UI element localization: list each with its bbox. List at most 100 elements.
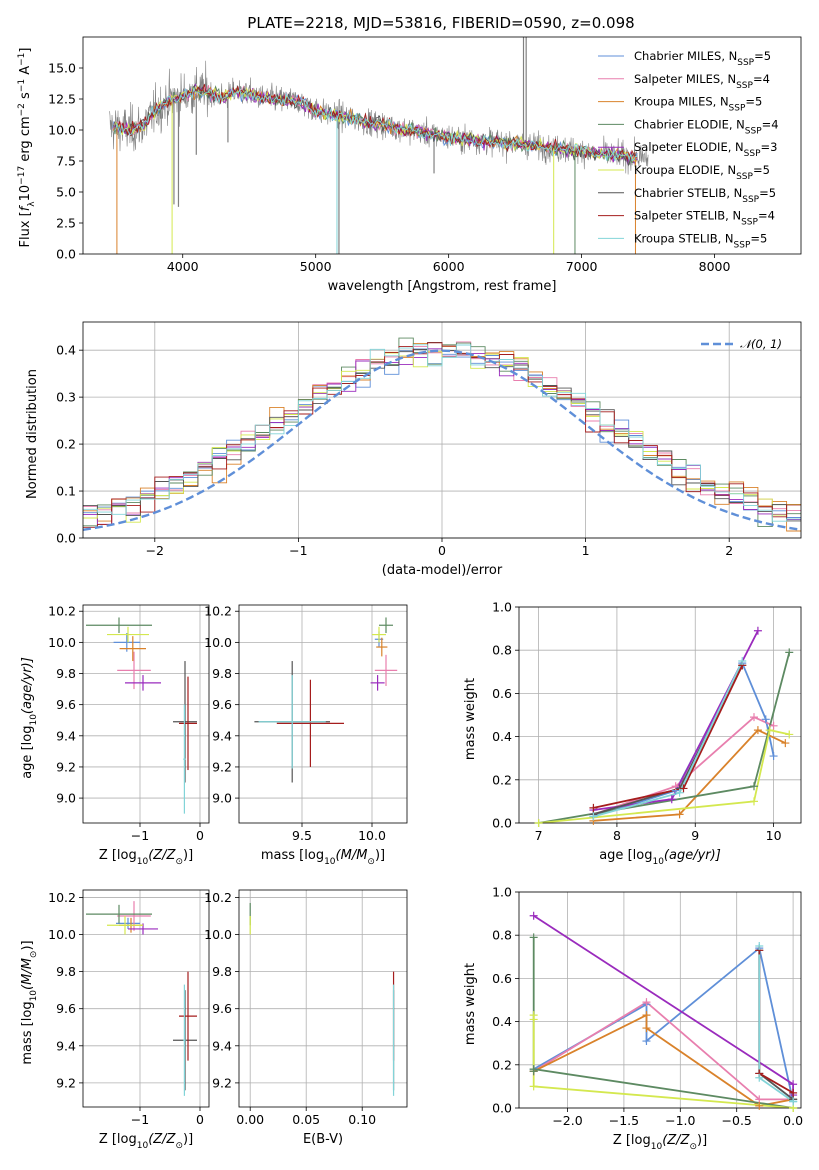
legend-entry-kroupa_miles: Kroupa MILES, NSSP=5 bbox=[634, 95, 762, 114]
spectrum-frame bbox=[82, 36, 802, 255]
weight-marker-salpeter_elodie bbox=[789, 1080, 798, 1089]
weight_vs_z-xtick-label: −2.0 bbox=[552, 1113, 582, 1128]
age_vs_mass-xlabel-part: )] bbox=[375, 848, 385, 863]
weight-line-kroupa_miles bbox=[593, 729, 786, 822]
mass_vs_z-ytick-label: 9.2 bbox=[56, 1075, 76, 1090]
residuals-ytick-label: 0.0 bbox=[56, 531, 76, 546]
weight_vs_age-ytick-label: 1.0 bbox=[492, 600, 512, 615]
age_vs_z-axes: −1 09.09.29.49.69.810.010.2Z [log10(Z/Z⊙)… bbox=[20, 604, 210, 867]
legend-entry-normal: 𝒩(0, 1) bbox=[740, 337, 782, 351]
spectrum-ytick-label: 5.0 bbox=[56, 185, 76, 200]
weight_vs_z-ytick-label: 1.0 bbox=[492, 885, 512, 900]
mass_vs_z-ylabel-part: ⊙ bbox=[29, 951, 39, 959]
mass_vs_z-xtick-label: 0 bbox=[196, 1112, 204, 1127]
weight-marker-kroupa_miles bbox=[753, 726, 762, 735]
spectrum-ylabel-part: ] bbox=[18, 48, 33, 53]
weight_vs_age-frame bbox=[518, 606, 802, 824]
weight_vs_age-xtick-label: 9 bbox=[691, 828, 699, 843]
mass_vs_z-ylabel-part: 10 bbox=[29, 990, 39, 1002]
legend-entry-chabrier_stelib-part: SSP bbox=[742, 195, 759, 205]
spectrum-ylabel-part: s bbox=[18, 92, 33, 103]
mass_vs_z-plot-area bbox=[86, 901, 197, 1096]
mass_vs_ebv-xlabel: E(B-V) bbox=[303, 1132, 343, 1147]
spectrum-plot-area bbox=[109, 37, 649, 254]
histogram-salpeter_stelib bbox=[83, 342, 801, 528]
residuals-axes: −2 −1 0 1 2 0.0 0.1 0.2 0.3 0.4 𝒩(0, 1) (data-model… bbox=[25, 321, 802, 578]
residuals-xtick-label: 1 bbox=[582, 543, 590, 558]
age_vs_z-xtick-label: 0 bbox=[196, 828, 204, 843]
weight-marker-kroupa_stelib bbox=[789, 1097, 798, 1106]
weight-marker-kroupa_stelib bbox=[589, 812, 598, 821]
mass_vs_z-ytick-label: 9.4 bbox=[56, 1038, 76, 1053]
legend-entry-chabrier_miles-part: Chabrier MILES, N bbox=[634, 49, 737, 63]
spectrum-xlabel: wavelength [Angstrom, rest frame] bbox=[328, 279, 557, 294]
weight-marker-kroupa_miles bbox=[642, 1024, 651, 1033]
age_vs_z-xlabel-part: (Z/Z bbox=[148, 848, 176, 863]
weight-marker-kroupa_elodie bbox=[534, 819, 543, 827]
weight_vs_age-plot-area bbox=[538, 630, 791, 823]
weight_vs_age-xlabel-part: (age/yr)] bbox=[664, 848, 721, 863]
spectrum-ytick-label: 12.5 bbox=[48, 92, 76, 107]
legend-entry-salpeter_miles-part: Salpeter MILES, N bbox=[634, 72, 736, 86]
legend-entry-salpeter_elodie-part: Salpeter ELODIE, N bbox=[634, 140, 744, 154]
legend-entry-chabrier_elodie-part: =4 bbox=[762, 117, 779, 131]
weight-line-chabrier_elodie bbox=[532, 937, 794, 1108]
spectrum-ytick-label: 10.0 bbox=[48, 123, 76, 138]
residuals-ytick-label: 0.2 bbox=[56, 437, 76, 452]
mass_vs_ebv-axes: 0.00 0.05 0.10 9.2 9.4 9.6 9.8 10.0 10.2 E(B-V) bbox=[204, 889, 408, 1147]
weight_vs_z-ytick-label: 0.0 bbox=[492, 1101, 512, 1116]
weight-marker-salpeter_stelib bbox=[789, 1088, 798, 1097]
mass_vs_z-ytick-label: 9.6 bbox=[56, 1001, 76, 1016]
legend-entry-chabrier_stelib-part: =5 bbox=[759, 186, 776, 200]
weight_vs_age-xtick-label: 10 bbox=[766, 828, 782, 843]
weight_vs_age-ytick-label: 0.2 bbox=[492, 772, 512, 787]
panels-layer: 4000 5000 6000 7000 80000.02.55.07.510.012.5… bbox=[17, 36, 803, 1152]
weight_vs_z-ytick-label: 0.2 bbox=[492, 1057, 512, 1072]
mass_vs_ebv-ytick-label: 9.2 bbox=[212, 1075, 232, 1090]
spectrum-xtick-label: 6000 bbox=[433, 259, 465, 274]
spectrum-ylabel-part: erg cm bbox=[18, 116, 33, 165]
legend-entry-salpeter_stelib-part: SSP bbox=[741, 218, 758, 228]
spectrum-ylabel-part: λ bbox=[27, 201, 37, 207]
weight-marker-chabrier_miles bbox=[761, 715, 770, 724]
weight_vs_age-xtick-label: 7 bbox=[535, 828, 543, 843]
age_vs_z-xlabel-part: ⊙ bbox=[175, 857, 183, 867]
spectrum-ylabel-part: −1 bbox=[17, 53, 27, 66]
mass_vs_ebv-xtick-label: 0.00 bbox=[236, 1112, 264, 1127]
mass_vs_ebv-ytick-label: 9.4 bbox=[212, 1038, 232, 1053]
weight_vs_z-ytick-label: 0.8 bbox=[492, 928, 512, 943]
weight_vs_age-xlabel-part: age [log bbox=[599, 848, 652, 863]
weight-marker-kroupa_elodie bbox=[785, 730, 794, 739]
residuals-xtick-label: −1 bbox=[289, 543, 307, 558]
histogram-kroupa_stelib bbox=[83, 344, 801, 522]
legend-entry-kroupa_miles-part: =5 bbox=[745, 95, 762, 109]
weight_vs_z-xtick-label: −1.5 bbox=[609, 1113, 639, 1128]
model-spectrum-salpeter_stelib bbox=[114, 84, 638, 162]
legend-entry-chabrier_miles-part: =5 bbox=[754, 49, 771, 63]
legend-entry-salpeter_elodie-part: =3 bbox=[761, 140, 778, 154]
weight_vs_z-ytick-label: 0.6 bbox=[492, 971, 512, 986]
weight_vs_z-xlabel-part: 10 bbox=[651, 1142, 663, 1152]
legend-entry-salpeter_elodie: Salpeter ELODIE, NSSP=3 bbox=[634, 140, 777, 159]
age_vs_z-ytick-label: 9.2 bbox=[56, 759, 76, 774]
age_vs_mass-ytick-label: 9.8 bbox=[212, 666, 232, 681]
weight_vs_z-xlabel-part: )] bbox=[697, 1133, 707, 1148]
weight_vs_age-xlabel: age [log10(age/yr)] bbox=[599, 848, 721, 867]
legend-entry-chabrier_stelib-part: Chabrier STELIB, N bbox=[634, 186, 742, 200]
spectrum-ylabel-part: −17 bbox=[17, 166, 27, 185]
age_vs_z-ytick-label: 9.8 bbox=[56, 666, 76, 681]
mass_vs_z-xlabel-part: (Z/Z bbox=[148, 1132, 176, 1147]
legend-entry-salpeter_stelib: Salpeter STELIB, NSSP=4 bbox=[634, 209, 775, 228]
age_vs_mass-xlabel-part: (M/M bbox=[336, 848, 368, 863]
mass_vs_ebv-ytick-label: 9.6 bbox=[212, 1001, 232, 1016]
weight_vs_z-xlabel-part: ⊙ bbox=[689, 1142, 697, 1152]
legend-entry-kroupa_stelib-part: =5 bbox=[750, 231, 767, 245]
mass_vs_z-ylabel-part: )] bbox=[20, 940, 35, 950]
age_vs_mass-ytick-label: 9.0 bbox=[212, 791, 232, 806]
mass_vs_z-ytick-label: 10.0 bbox=[48, 927, 76, 942]
spectrum-xtick-label: 7000 bbox=[566, 259, 598, 274]
mass_vs_ebv-xtick-label: 0.05 bbox=[292, 1112, 320, 1127]
age_vs_z-ylabel-part: (age/yr)] bbox=[20, 657, 35, 714]
age_vs_z-xlabel: Z [log10(Z/Z⊙)] bbox=[99, 848, 193, 867]
weight-marker-salpeter_stelib bbox=[589, 803, 598, 812]
